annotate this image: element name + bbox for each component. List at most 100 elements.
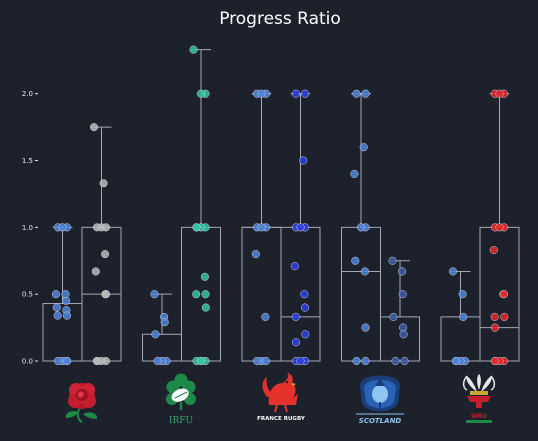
wales-a-box	[440, 316, 481, 362]
france-a-point	[252, 356, 262, 366]
wales-a-point	[458, 290, 467, 299]
france-a-point	[261, 312, 270, 321]
ireland-b-point	[192, 290, 201, 299]
england-b-point	[101, 223, 111, 232]
wales-b-point	[490, 312, 499, 321]
y-axis: 0.0 0.5 1.0 1.5 2.0	[22, 90, 38, 366]
france-rugby-logo-text: FRANCE RUGBY	[257, 416, 306, 422]
box-plots	[42, 49, 520, 362]
france-a-point	[251, 250, 260, 259]
ireland-a-point	[153, 356, 162, 366]
england-a-point	[62, 356, 72, 366]
chart-title: Progress Ratio	[219, 9, 341, 29]
france-b-point	[291, 312, 300, 321]
wales-b-point	[495, 89, 504, 98]
england-a-point	[62, 311, 72, 320]
england-b-point	[91, 267, 100, 276]
ireland-b-box	[181, 226, 221, 362]
ireland-b-point	[201, 290, 210, 299]
scotland-a-point	[352, 89, 361, 98]
scotland-thistle-logo: SCOTLAND	[356, 375, 404, 425]
scotland-a-point	[361, 323, 370, 332]
ireland-b-point	[189, 45, 198, 54]
data-points	[51, 45, 509, 366]
ireland-b-point	[192, 223, 201, 232]
wales-b-point	[489, 246, 498, 255]
england-a-point	[61, 290, 70, 299]
y-tick-label: 1.5	[22, 157, 33, 165]
england-a-point	[53, 311, 62, 320]
france-b-point	[300, 89, 310, 98]
france-b-point	[299, 156, 308, 165]
france-b-point	[291, 338, 301, 347]
y-tick-label: 1.0	[22, 224, 33, 232]
wales-b-point	[499, 290, 509, 299]
scotland-b-point	[398, 290, 407, 299]
france-a-box	[241, 226, 282, 362]
england-b-point	[99, 179, 108, 188]
y-tick-label: 0.0	[22, 358, 33, 366]
france-b-point	[300, 290, 309, 299]
wales-feathers-logo: WRU	[462, 374, 496, 423]
france-b-point	[301, 330, 310, 339]
wales-a-point	[451, 356, 461, 366]
wales-a-point	[448, 267, 458, 276]
ireland-b-point	[196, 356, 206, 366]
scotland-a-point	[350, 169, 359, 178]
france-b-point	[300, 303, 310, 312]
scotland-b-point	[398, 323, 408, 332]
england-a-point	[62, 296, 71, 305]
france-a-point	[257, 223, 266, 232]
y-tick-label: 0.5	[22, 291, 33, 299]
scotland-a-point	[359, 143, 368, 152]
scotland-b-point	[398, 267, 407, 276]
irfu-shamrock-logo: IRFU	[166, 373, 196, 426]
scotland-a-point	[356, 223, 366, 232]
france-b-point	[296, 223, 305, 232]
ireland-a-point	[150, 290, 159, 299]
france-rugby-rooster-logo: FRANCE RUGBY	[257, 373, 306, 422]
england-a-point	[58, 223, 67, 232]
scotland-a-point	[352, 356, 361, 366]
ireland-a-point	[160, 318, 169, 327]
ireland-b-point	[201, 303, 210, 312]
england-b-point	[92, 356, 102, 366]
england-rose-logo	[65, 383, 98, 423]
france-b-point	[296, 356, 305, 366]
scotland-b-box	[380, 316, 420, 362]
scotland-b-point	[400, 356, 409, 366]
france-a-point	[261, 356, 271, 366]
scotland-b-point	[388, 256, 397, 265]
england-b-point	[89, 123, 99, 132]
england-a-point	[51, 290, 60, 299]
ireland-b-point	[200, 272, 209, 281]
scotland-a-point	[361, 356, 370, 366]
france-a-point	[257, 89, 266, 98]
scotland-b-point	[391, 356, 400, 366]
wales-b-point	[500, 312, 509, 321]
wales-b-point	[490, 356, 500, 366]
scotland-a-point	[361, 89, 370, 98]
england-a-box	[42, 303, 83, 362]
england-a-point	[53, 356, 63, 366]
france-b-point	[290, 262, 299, 271]
irfu-logo-text: IRFU	[169, 416, 194, 426]
england-b-point	[92, 223, 102, 232]
scotland-b-point	[399, 330, 408, 339]
wales-b-point	[490, 323, 500, 332]
wru-logo-text: WRU	[471, 413, 487, 420]
ireland-a-point	[151, 330, 160, 339]
scotland-a-point	[360, 267, 369, 276]
ireland-b-point	[196, 89, 206, 98]
scotland-a-box	[341, 226, 381, 362]
wales-b-point	[495, 223, 504, 232]
wales-a-point	[459, 312, 468, 321]
england-b-point	[101, 250, 110, 259]
y-tick-label: 2.0	[22, 90, 33, 98]
scotland-b-point	[389, 312, 398, 321]
scotland-logo-text: SCOTLAND	[359, 417, 402, 425]
france-b-point	[291, 89, 301, 98]
england-a-point	[52, 303, 61, 312]
england-b-point	[101, 290, 111, 299]
